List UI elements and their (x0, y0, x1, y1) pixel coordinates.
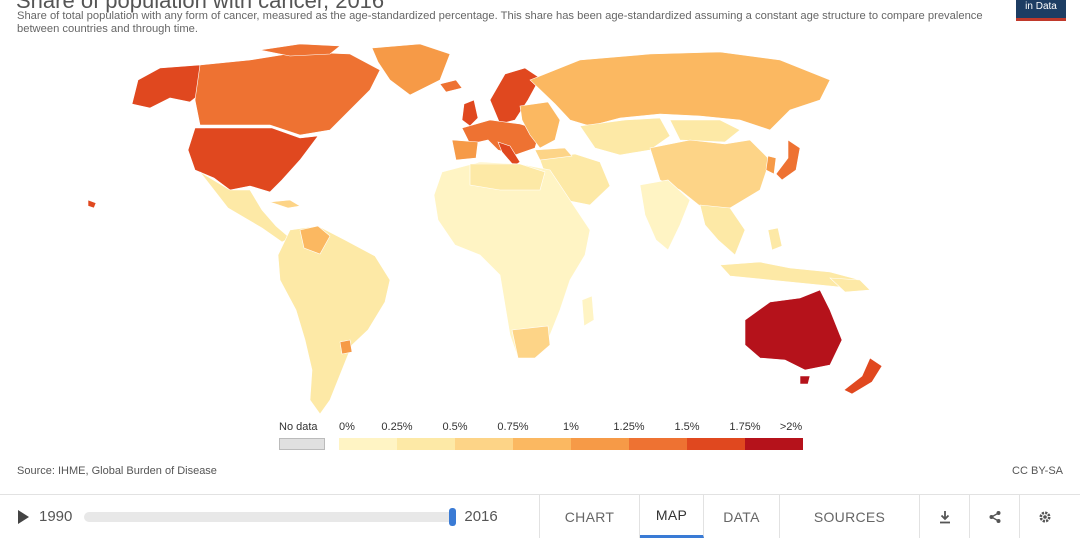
download-icon (939, 510, 950, 523)
region-iberia[interactable] (451, 139, 479, 161)
license-link[interactable]: CC BY-SA (1012, 465, 1063, 477)
region-australia[interactable] (744, 289, 843, 371)
settings-button[interactable] (1020, 495, 1070, 538)
legend-tick-label: 0.25% (381, 421, 413, 433)
legend-tick-label: 0% (339, 421, 355, 433)
legend-tick-label: 0.75% (497, 421, 529, 433)
region-central-asia[interactable] (579, 117, 671, 156)
region-japan[interactable] (775, 139, 801, 181)
legend-tick-label: 1% (563, 421, 579, 433)
region-korea[interactable] (765, 155, 777, 175)
source-note[interactable]: Source: IHME, Global Burden of Disease (17, 465, 217, 477)
legend-color-scale (339, 438, 803, 450)
region-southeast-asia[interactable] (699, 204, 746, 256)
download-button[interactable] (920, 495, 970, 538)
tab-sources[interactable]: SOURCES (780, 495, 920, 538)
chart-subtitle: Share of total population with any form … (17, 10, 983, 35)
timeline: 1990 2016 (0, 495, 540, 538)
page-title: Share of population with cancer, 2016 (16, 0, 385, 13)
legend-tick-label: 1.25% (613, 421, 645, 433)
region-iceland[interactable] (439, 79, 463, 93)
region-philippines[interactable] (767, 227, 783, 251)
tab-map[interactable]: MAP (640, 495, 704, 538)
region-south-africa[interactable] (511, 325, 551, 359)
play-icon[interactable] (18, 509, 29, 524)
region-madagascar[interactable] (581, 295, 595, 327)
timeline-slider[interactable] (84, 507, 457, 526)
legend-bin[interactable] (455, 438, 513, 450)
region-uk[interactable] (461, 99, 479, 127)
share-button[interactable] (970, 495, 1020, 538)
region-alaska[interactable] (131, 64, 206, 109)
region-venezuela[interactable] (299, 225, 331, 255)
region-greenland[interactable] (371, 43, 451, 96)
legend-bin[interactable] (397, 438, 455, 450)
timeline-slider-handle[interactable] (449, 507, 457, 526)
region-tasmania[interactable] (799, 375, 811, 385)
tab-chart[interactable]: CHART (540, 495, 640, 538)
region-north-africa[interactable] (469, 163, 546, 191)
world-map[interactable] (0, 40, 1080, 420)
map-legend: No data 0% 0.25% 0.5% 0.75% 1% 1.25% 1.5% 1.75%… (277, 421, 817, 451)
legend-bin[interactable] (687, 438, 745, 450)
region-canada[interactable] (194, 51, 381, 136)
region-hawaii[interactable] (87, 199, 97, 209)
region-india[interactable] (639, 179, 691, 251)
region-uruguay[interactable] (339, 339, 353, 355)
timeline-end-year: 2016 (464, 508, 498, 525)
share-icon (989, 510, 1000, 523)
region-turkey[interactable] (534, 147, 573, 161)
region-caribbean[interactable] (269, 199, 301, 209)
legend-bin[interactable] (571, 438, 629, 450)
legend-no-data-label: No data (279, 421, 318, 433)
legend-bin[interactable] (745, 438, 803, 450)
legend-bin[interactable] (629, 438, 687, 450)
gear-icon (1039, 511, 1051, 522)
region-usa[interactable] (187, 127, 319, 193)
site-logo[interactable]: in Data (1016, 0, 1066, 21)
controls-bar: 1990 2016 CHART MAP DATA SOURCES (0, 494, 1080, 538)
legend-tick-label: 0.5% (442, 421, 468, 433)
region-south-america[interactable] (277, 225, 391, 415)
region-canada-islands[interactable] (259, 43, 341, 57)
tab-data[interactable]: DATA (704, 495, 780, 538)
region-new-zealand[interactable] (843, 357, 883, 395)
legend-tick-label: 1.75% (729, 421, 761, 433)
region-western-europe[interactable] (461, 119, 541, 156)
legend-bin[interactable] (339, 438, 397, 450)
region-russia[interactable] (529, 51, 831, 131)
legend-tick-label: >2% (779, 421, 803, 433)
region-papua-new-guinea[interactable] (829, 277, 871, 293)
legend-bin[interactable] (513, 438, 571, 450)
legend-no-data-swatch (279, 438, 325, 450)
legend-tick-label: 1.5% (674, 421, 700, 433)
timeline-start-year: 1990 (39, 508, 73, 525)
region-mongolia[interactable] (669, 119, 741, 143)
region-eastern-europe[interactable] (519, 101, 561, 149)
